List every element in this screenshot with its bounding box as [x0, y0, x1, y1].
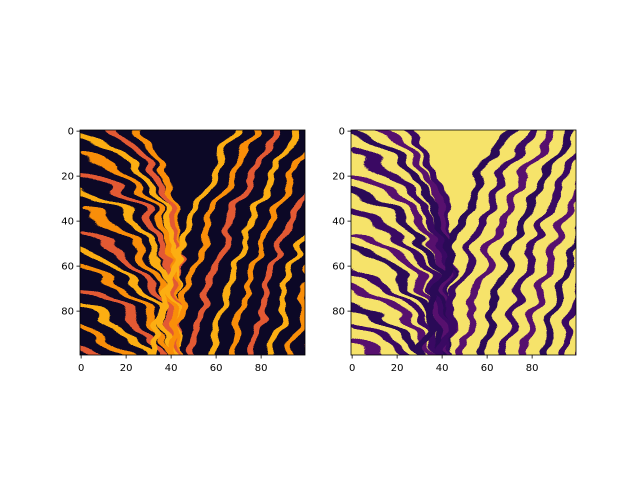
x-tick-label: 20 [120, 363, 133, 374]
x-tick-label: 80 [255, 363, 268, 374]
stripe-mark [167, 130, 261, 355]
stripe-mark [80, 246, 176, 355]
stripe-mark [351, 226, 451, 355]
stripe-layer [351, 119, 640, 367]
stripe-mark [437, 130, 533, 355]
y-axis-ticks: 0 20 40 60 80 [332, 127, 351, 318]
stripe-mark [351, 341, 383, 355]
y-tick-label: 0 [68, 127, 74, 138]
stripe-mark [80, 322, 137, 355]
stripe-mark [80, 303, 153, 355]
x-axis-ticks: 0 20 40 60 80 [78, 355, 268, 374]
stripe-mark [80, 169, 182, 334]
stripe-mark [80, 341, 111, 355]
stripe-mark [601, 119, 640, 367]
stripe-mark [248, 184, 305, 355]
stripe-mark [478, 130, 573, 355]
stripe-layer [80, 130, 305, 355]
y-tick-label: 80 [61, 307, 74, 318]
y-tick-label: 40 [332, 217, 345, 228]
stripe-mark [80, 227, 179, 355]
stripe-mark [457, 130, 553, 355]
stripe-mark [80, 150, 182, 315]
y-tick-label: 20 [332, 172, 345, 183]
y-tick-label: 80 [332, 307, 345, 318]
y-tick-label: 60 [332, 262, 345, 273]
x-axis-ticks: 0 20 40 60 80 [349, 355, 539, 374]
stripe-mark [146, 130, 241, 355]
stripe-mark [288, 290, 305, 355]
stripe-mark [351, 245, 447, 355]
x-tick-label: 0 [78, 363, 84, 374]
stripe-mark [80, 265, 171, 355]
x-tick-label: 40 [165, 363, 178, 374]
stripe-mark [351, 264, 442, 355]
stripe-mark [268, 231, 305, 355]
y-tick-label: 40 [61, 217, 74, 228]
heatmap-panel-left: 0 20 40 60 80 0 20 40 60 80 [61, 127, 306, 374]
stripe-mark [351, 303, 424, 355]
axes-frame [79, 129, 306, 356]
stripe-mark [559, 288, 576, 355]
x-tick-label: 20 [391, 363, 404, 374]
x-tick-label: 60 [481, 363, 494, 374]
x-tick-label: 60 [210, 363, 223, 374]
stripe-mark [187, 130, 282, 355]
axes-frame [350, 129, 577, 356]
stripe-mark [132, 130, 182, 257]
stripe-mark [581, 119, 640, 367]
x-tick-label: 0 [349, 363, 355, 374]
stripe-mark [106, 130, 182, 276]
stripe-mark [518, 183, 576, 355]
x-tick-label: 80 [526, 363, 539, 374]
stripe-mark [227, 145, 305, 355]
heatmap-panel-right: 0 20 40 60 80 0 20 40 60 80 [332, 119, 640, 374]
x-tick-label: 40 [436, 363, 449, 374]
y-tick-label: 0 [339, 127, 345, 138]
stripe-mark [538, 230, 576, 355]
y-tick-label: 60 [61, 262, 74, 273]
y-axis-ticks: 0 20 40 60 80 [61, 127, 80, 318]
stripe-mark [351, 322, 408, 355]
y-tick-label: 20 [61, 172, 74, 183]
stripe-mark [207, 130, 302, 355]
stripe-mark [417, 130, 513, 355]
stripe-mark [498, 144, 576, 355]
heatmap-background [80, 130, 305, 355]
